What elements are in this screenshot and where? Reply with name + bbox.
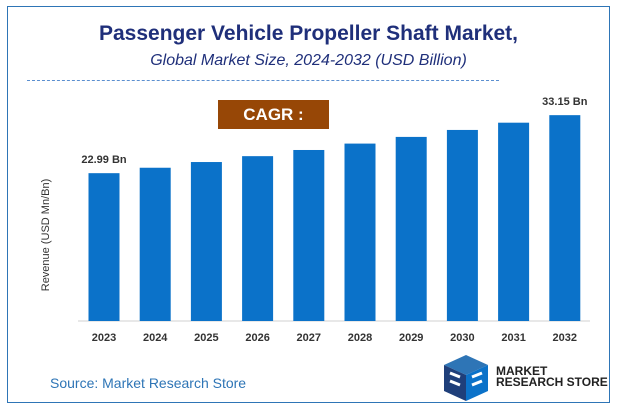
x-tick-label: 2026: [245, 332, 269, 344]
chart-subtitle: Global Market Size, 2024-2032 (USD Billi…: [150, 52, 467, 69]
x-tick-label: 2024: [143, 332, 168, 344]
logo-line-2: RESEARCH STORE: [496, 375, 608, 389]
x-tick-label: 2025: [194, 332, 218, 344]
data-label: 33.15 Bn: [542, 96, 588, 108]
logo-line-1: MARKET: [496, 364, 548, 378]
cagr-badge: CAGR : 3.70%: [218, 100, 329, 153]
bar-2024: [139, 167, 171, 321]
bar-2029: [395, 136, 427, 321]
x-tick-label: 2029: [399, 332, 423, 344]
data-label: 22.99 Bn: [81, 154, 127, 166]
bar-2026: [242, 156, 274, 321]
market-research-store-logo: [444, 355, 488, 401]
x-tick-label: 2027: [297, 332, 321, 344]
x-tick-label: 2032: [553, 332, 577, 344]
bar-2030: [446, 129, 478, 321]
logo-text: MARKET RESEARCH STORE: [496, 364, 608, 389]
x-tick-label: 2030: [450, 332, 474, 344]
bar-2032: [549, 115, 581, 321]
x-tick-label: 2023: [92, 332, 116, 344]
bar-2031: [498, 122, 530, 321]
divider: [27, 80, 499, 81]
chart-title: Passenger Vehicle Propeller Shaft Market…: [98, 22, 518, 45]
x-tick-label: 2031: [501, 332, 525, 344]
bar-2023: [88, 173, 120, 321]
bar-2025: [190, 162, 222, 321]
x-tick-label: 2028: [348, 332, 372, 344]
source-text: Source: Market Research Store: [50, 375, 247, 391]
bar-2027: [293, 149, 325, 321]
bar-2028: [344, 143, 376, 321]
